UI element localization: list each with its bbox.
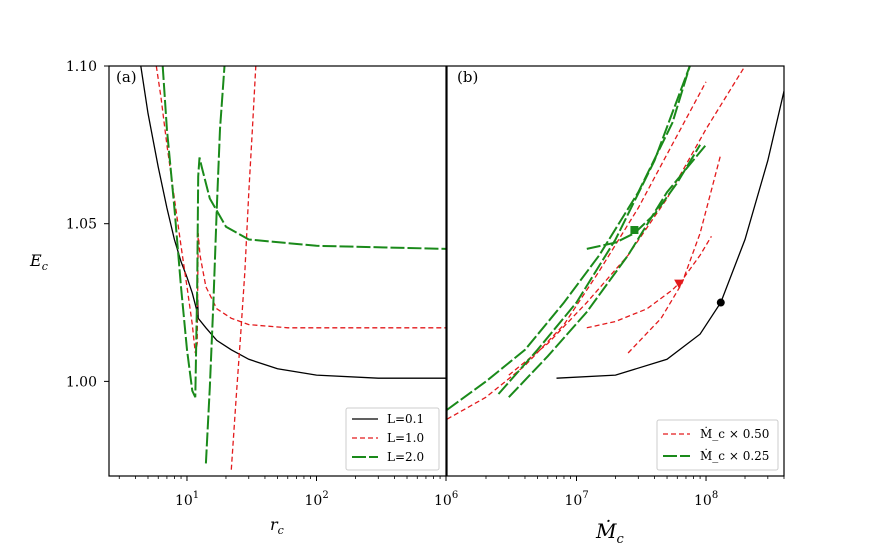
series-line-a-4 [204, 66, 226, 464]
legend-a: L=0.1 L=1.0 L=2.0 [345, 407, 440, 471]
x-tick-label: 107 [565, 490, 589, 509]
series-line-b-5 [447, 66, 691, 411]
legend-a-entry-1: L=1.0 [387, 431, 424, 445]
marker-triangle-down [674, 279, 685, 289]
panel-b-frame [446, 65, 785, 477]
series-line-a-0 [140, 66, 446, 379]
series-line-b-3 [586, 235, 712, 329]
panel-a-label: (a) [116, 68, 137, 86]
series-line-a-1 [155, 66, 446, 354]
y-axis-label: Ec [29, 251, 48, 273]
series-line-b-7 [508, 144, 707, 398]
panel-b-label: (b) [457, 68, 478, 86]
y-tick-label: 1.00 [66, 374, 97, 390]
series-line-b-6 [497, 66, 691, 395]
x-tick-label: 101 [175, 490, 199, 509]
series-line-a-2 [230, 66, 257, 470]
x-axis-label-a: rc [270, 515, 284, 537]
legend-b-entry-0: Ṁ_c × 0.50 [700, 426, 769, 441]
marker-circle [716, 298, 725, 307]
y-tick-label: 1.05 [66, 217, 97, 233]
legend-a-entry-2: L=2.0 [387, 450, 424, 464]
panel-a-plot-area [140, 66, 446, 470]
x-tick-label: 106 [434, 490, 458, 509]
x-tick-label: 108 [694, 490, 718, 509]
series-line-b-8 [586, 144, 701, 250]
legend-b: Ṁ_c × 0.50 Ṁ_c × 0.25 [656, 419, 779, 471]
series-line-b-1 [447, 81, 707, 420]
legend-b-entry-1: Ṁ_c × 0.25 [700, 448, 769, 463]
legend-a-entry-0: L=0.1 [387, 412, 424, 426]
series-line-a-3 [161, 66, 446, 398]
marker-square [630, 226, 639, 234]
axis-ticks [104, 65, 785, 481]
x-axis-label-b: Ṁc [595, 519, 624, 545]
y-tick-labels: 1.00 1.05 1.10 [66, 59, 97, 390]
series-line-b-0 [556, 91, 784, 379]
x-tick-labels: 101 102 106 107 108 [175, 490, 718, 509]
x-tick-label: 102 [304, 490, 328, 509]
panel-a-frame [108, 65, 447, 477]
series-line-b-2 [508, 66, 746, 376]
y-tick-label: 1.10 [66, 59, 97, 75]
panel-b-plot-area [447, 66, 784, 420]
